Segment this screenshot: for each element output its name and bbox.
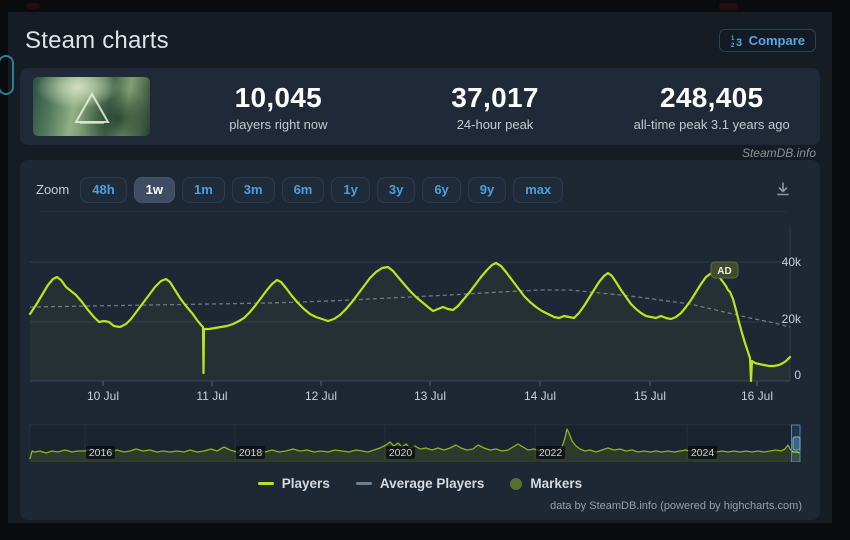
markers-swatch bbox=[510, 477, 523, 490]
zoom-button-6m[interactable]: 6m bbox=[281, 176, 325, 203]
main-chart-plot[interactable]: AD 40k 20k 0 10 Jul 11 Jul 12 Jul 13 Jul… bbox=[28, 225, 802, 403]
zoom-label: Zoom bbox=[36, 182, 70, 197]
stats-panel: 10,045 players right now 37,017 24-hour … bbox=[20, 68, 820, 145]
year-label-2024: 2024 bbox=[691, 447, 715, 459]
svg-text:3: 3 bbox=[736, 37, 742, 48]
zoom-button-1w[interactable]: 1w bbox=[133, 176, 175, 203]
legend-label: Players bbox=[281, 476, 330, 491]
zoom-toolbar: Zoom 48h 1w 1m 3m 6m 1y 3y 6y 9y max bbox=[36, 176, 804, 203]
screen-artifact bbox=[719, 3, 738, 10]
x-tick-12jul: 12 Jul bbox=[305, 389, 337, 403]
navigator-year-labels: 2016 2018 2020 2022 2024 bbox=[86, 446, 717, 459]
zoom-button-3m[interactable]: 3m bbox=[231, 176, 275, 203]
svg-text:2: 2 bbox=[731, 43, 735, 48]
players-swatch bbox=[257, 482, 274, 485]
navigator[interactable]: 2016 2018 2020 2022 2024 bbox=[29, 424, 801, 462]
ark-logo-icon bbox=[73, 91, 110, 124]
ad-marker-flag[interactable]: AD bbox=[710, 261, 739, 279]
stats-columns: 10,045 players right now 37,017 24-hour … bbox=[170, 68, 820, 145]
y-tick-40k: 40k bbox=[782, 255, 802, 269]
compare-button-label: Compare bbox=[748, 33, 805, 48]
y-axis-labels: 40k 20k 0 bbox=[782, 255, 802, 382]
x-axis-labels: 10 Jul 11 Jul 12 Jul 13 Jul 14 Jul 15 Ju… bbox=[87, 389, 773, 403]
chart-area: AD 40k 20k 0 10 Jul 11 Jul 12 Jul 13 Jul… bbox=[28, 225, 802, 462]
game-thumbnail[interactable] bbox=[33, 77, 150, 136]
compare-button[interactable]: 1 2 3 Compare bbox=[718, 29, 816, 52]
x-tick-16jul: 16 Jul bbox=[741, 389, 773, 403]
x-axis-ticks bbox=[102, 381, 758, 386]
stat-label: 24-hour peak bbox=[456, 116, 534, 132]
stat-value: 37,017 bbox=[451, 81, 539, 113]
legend-item-players[interactable]: Players bbox=[257, 476, 330, 491]
year-label-2018: 2018 bbox=[239, 447, 263, 459]
stat-value: 10,045 bbox=[234, 81, 323, 113]
download-icon[interactable] bbox=[774, 181, 792, 199]
stat-24h-peak: 37,017 24-hour peak bbox=[387, 68, 604, 145]
players-area-fill bbox=[30, 263, 790, 381]
steamdb-watermark: SteamDB.info bbox=[741, 146, 816, 160]
zoom-button-6y[interactable]: 6y bbox=[422, 176, 461, 203]
navigator-handle[interactable] bbox=[792, 436, 801, 451]
x-tick-10jul: 10 Jul bbox=[87, 389, 119, 403]
stat-current-players: 10,045 players right now bbox=[170, 68, 387, 145]
y-tick-0: 0 bbox=[794, 368, 801, 382]
navigator-line bbox=[29, 428, 801, 460]
legend-label: Markers bbox=[530, 476, 583, 491]
main-content: Steam charts 1 2 3 Compare 10,045 player… bbox=[0, 12, 832, 523]
year-label-2016: 2016 bbox=[89, 447, 113, 459]
data-credit: data by SteamDB.info (powered by highcha… bbox=[550, 500, 802, 512]
zoom-button-48h[interactable]: 48h bbox=[80, 176, 127, 203]
legend-item-markers[interactable]: Markers bbox=[510, 476, 582, 491]
navigator-area-fill bbox=[30, 429, 800, 462]
legend-item-average-players[interactable]: Average Players bbox=[355, 476, 485, 491]
chart-legend: Players Average Players Markers bbox=[20, 476, 820, 491]
stat-alltime-peak: 248,405 all-time peak 3.1 years ago bbox=[603, 68, 820, 145]
toolbar-separator bbox=[40, 211, 787, 212]
compare-123-icon: 1 2 3 bbox=[731, 36, 742, 48]
svg-text:1: 1 bbox=[731, 36, 735, 42]
year-label-2020: 2020 bbox=[389, 447, 413, 459]
legend-label: Average Players bbox=[379, 476, 485, 491]
x-tick-14jul: 14 Jul bbox=[524, 389, 556, 403]
zoom-button-3y[interactable]: 3y bbox=[376, 176, 416, 203]
y-tick-20k: 20k bbox=[782, 312, 802, 326]
page-title: Steam charts bbox=[25, 27, 169, 54]
zoom-button-1m[interactable]: 1m bbox=[181, 176, 225, 203]
average-players-swatch bbox=[355, 482, 372, 485]
navigator-year-gridlines bbox=[84, 425, 688, 461]
x-tick-15jul: 15 Jul bbox=[634, 389, 666, 403]
zoom-button-max[interactable]: max bbox=[513, 176, 564, 203]
left-edge-partial-element bbox=[0, 55, 14, 95]
year-label-2022: 2022 bbox=[539, 447, 563, 459]
screen-artifact bbox=[26, 3, 40, 9]
zoom-button-1y[interactable]: 1y bbox=[331, 176, 370, 203]
stat-label: all-time peak 3.1 years ago bbox=[633, 116, 790, 132]
zoom-button-9y[interactable]: 9y bbox=[467, 176, 507, 203]
stat-value: 248,405 bbox=[660, 81, 764, 113]
x-tick-11jul: 11 Jul bbox=[196, 389, 227, 403]
stat-label: players right now bbox=[229, 116, 328, 132]
chart-panel: Zoom 48h 1w 1m 3m 6m 1y 3y 6y 9y max bbox=[20, 160, 820, 520]
ad-marker-label: AD bbox=[717, 266, 731, 277]
x-tick-13jul: 13 Jul bbox=[414, 389, 446, 403]
